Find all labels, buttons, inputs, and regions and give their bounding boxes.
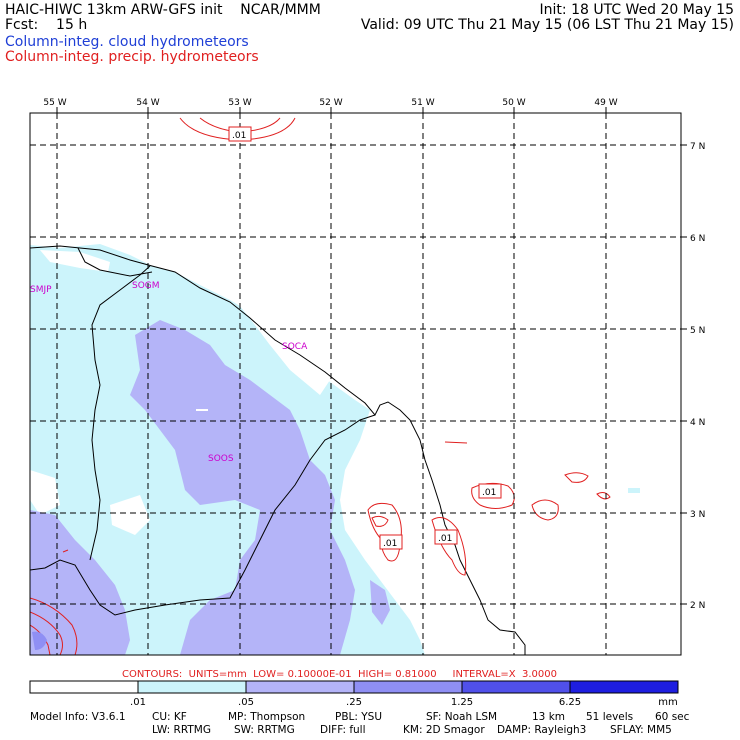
footer-lw: LW: RRTMG	[152, 724, 211, 736]
colorbar	[30, 681, 678, 693]
contour-label: .01	[482, 488, 496, 498]
colorbar-tick: .05	[238, 697, 254, 708]
precip-contour	[532, 500, 558, 520]
contour-label: .01	[438, 534, 452, 544]
precip-contour	[597, 493, 610, 499]
lat-label: 6 N	[690, 234, 705, 244]
footer-sf: SF: Noah LSM	[426, 711, 497, 723]
footer-km: KM: 2D Smagor	[403, 724, 485, 736]
station-label: SMJP	[30, 285, 52, 295]
precip-contour	[432, 518, 466, 575]
colorbar-tick: .01	[130, 697, 146, 708]
lat-label: 3 N	[690, 510, 705, 520]
station-label: SOGM	[132, 281, 160, 291]
footer-levels: 51 levels	[586, 711, 633, 723]
contours-info: CONTOURS: UNITS=mm LOW= 0.10000E-01 HIGH…	[122, 667, 557, 682]
lat-label: 4 N	[690, 418, 705, 428]
footer-cu: CU: KF	[152, 711, 187, 723]
contour-label: .01	[383, 539, 397, 549]
lon-label: 53 W	[228, 98, 251, 108]
precip-contour	[368, 503, 401, 561]
precip-contour	[372, 516, 388, 526]
lat-label: 5 N	[690, 326, 705, 336]
footer-mp: MP: Thompson	[228, 711, 305, 723]
lon-label: 52 W	[319, 98, 342, 108]
colorbar-tick: 6.25	[559, 697, 581, 708]
precip-contour	[445, 442, 467, 443]
lon-label: 55 W	[43, 98, 66, 108]
station-mark	[196, 409, 208, 411]
lat-label: 2 N	[690, 601, 705, 611]
station-label: SOCA	[282, 342, 308, 352]
footer-diff: DIFF: full	[320, 724, 366, 736]
colorbar-tick: .25	[346, 697, 362, 708]
colorbar-tick: 1.25	[451, 697, 473, 708]
footer-timestep: 60 sec	[655, 711, 689, 723]
footer-sflay: SFLAY: MM5	[610, 724, 672, 736]
footer-pbl: PBL: YSU	[335, 711, 382, 723]
lon-label: 50 W	[502, 98, 525, 108]
footer-sw: SW: RRTMG	[234, 724, 295, 736]
lon-label: 51 W	[411, 98, 434, 108]
precip-spot	[628, 488, 640, 493]
colorbar-units: mm	[658, 697, 677, 708]
station-label: SOOS	[208, 454, 234, 464]
footer-model-info: Model Info: V3.6.1	[30, 711, 126, 723]
footer-damp: DAMP: Rayleigh3	[497, 724, 586, 736]
footer-resolution: 13 km	[532, 711, 565, 723]
lat-label: 7 N	[690, 142, 705, 152]
contour-label: .01	[232, 131, 246, 141]
precip-contour	[565, 473, 588, 483]
lon-label: 49 W	[594, 98, 617, 108]
lon-label: 54 W	[136, 98, 159, 108]
